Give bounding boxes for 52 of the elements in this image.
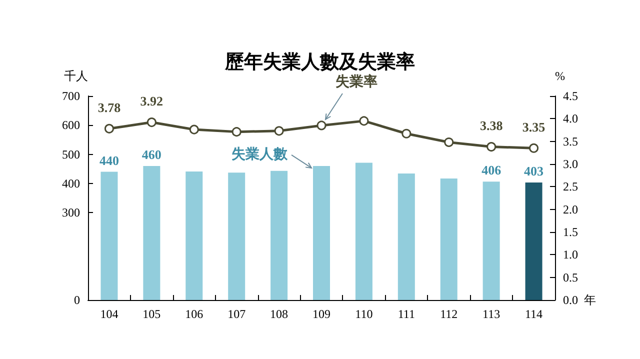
y-tick-label: 300 bbox=[62, 206, 80, 220]
point bbox=[359, 116, 369, 126]
text: 失業率 bbox=[336, 72, 378, 90]
x-axis-title: 年 bbox=[584, 293, 596, 307]
point bbox=[316, 120, 326, 130]
point bbox=[146, 118, 156, 128]
point bbox=[189, 124, 199, 134]
y2-tick-label: 0.5 bbox=[563, 270, 578, 284]
data-label: 403 bbox=[524, 164, 544, 179]
series-label: 失業人數 bbox=[232, 146, 288, 162]
data-label: 3.92 bbox=[140, 94, 164, 109]
x-tick-label: 106 bbox=[185, 307, 204, 321]
chart-title: 歷年失業人數及失業率 bbox=[224, 51, 415, 73]
y-axis-title: 千人 bbox=[64, 69, 88, 83]
y2-tick-label: 4.5 bbox=[563, 89, 578, 103]
point bbox=[529, 143, 539, 153]
data-label: 3.35 bbox=[522, 119, 546, 134]
y2-tick-label: 1.5 bbox=[563, 225, 578, 239]
point bbox=[104, 124, 114, 134]
y-tick-label: 0 bbox=[74, 293, 80, 307]
data-label: 3.38 bbox=[480, 118, 504, 134]
x-tick-label: 111 bbox=[398, 307, 415, 321]
x-tick-label: 107 bbox=[228, 307, 246, 321]
y2-tick-label: 3.0 bbox=[563, 157, 578, 171]
y2-tick-label: 4.0 bbox=[563, 112, 578, 126]
x-tick-label: 109 bbox=[312, 307, 330, 321]
data-label: 440 bbox=[99, 152, 119, 168]
data-label: 460 bbox=[142, 146, 162, 162]
y-tick-label: 500 bbox=[62, 147, 80, 162]
point bbox=[232, 127, 242, 137]
x-tick-label: 104 bbox=[100, 307, 118, 321]
x-tick-label: 114 bbox=[524, 307, 543, 321]
y2-tick-label: 3.5 bbox=[563, 134, 578, 148]
x-tick-label: 108 bbox=[270, 307, 288, 321]
x-tick-label: 110 bbox=[355, 307, 373, 321]
data-label: 3.78 bbox=[98, 100, 122, 115]
y-tick-label: 400 bbox=[62, 176, 80, 190]
point bbox=[444, 137, 454, 147]
y2-axis-title: % bbox=[555, 69, 565, 83]
y2-tick-label: 1.0 bbox=[563, 248, 578, 262]
y-tick-label: 700 bbox=[62, 89, 80, 103]
x-tick-label: 105 bbox=[142, 307, 161, 321]
y2-tick-label: 2.5 bbox=[563, 180, 578, 194]
y2-tick-label: 2.0 bbox=[563, 202, 578, 216]
x-tick-label: 113 bbox=[482, 307, 500, 321]
point bbox=[274, 126, 284, 136]
x-tick-label: 112 bbox=[440, 307, 458, 321]
point bbox=[486, 142, 496, 152]
y2-tick-label: 0.0 bbox=[563, 293, 578, 307]
data-label: 406 bbox=[482, 162, 502, 178]
point bbox=[402, 128, 412, 138]
y-tick-label: 600 bbox=[62, 118, 80, 132]
